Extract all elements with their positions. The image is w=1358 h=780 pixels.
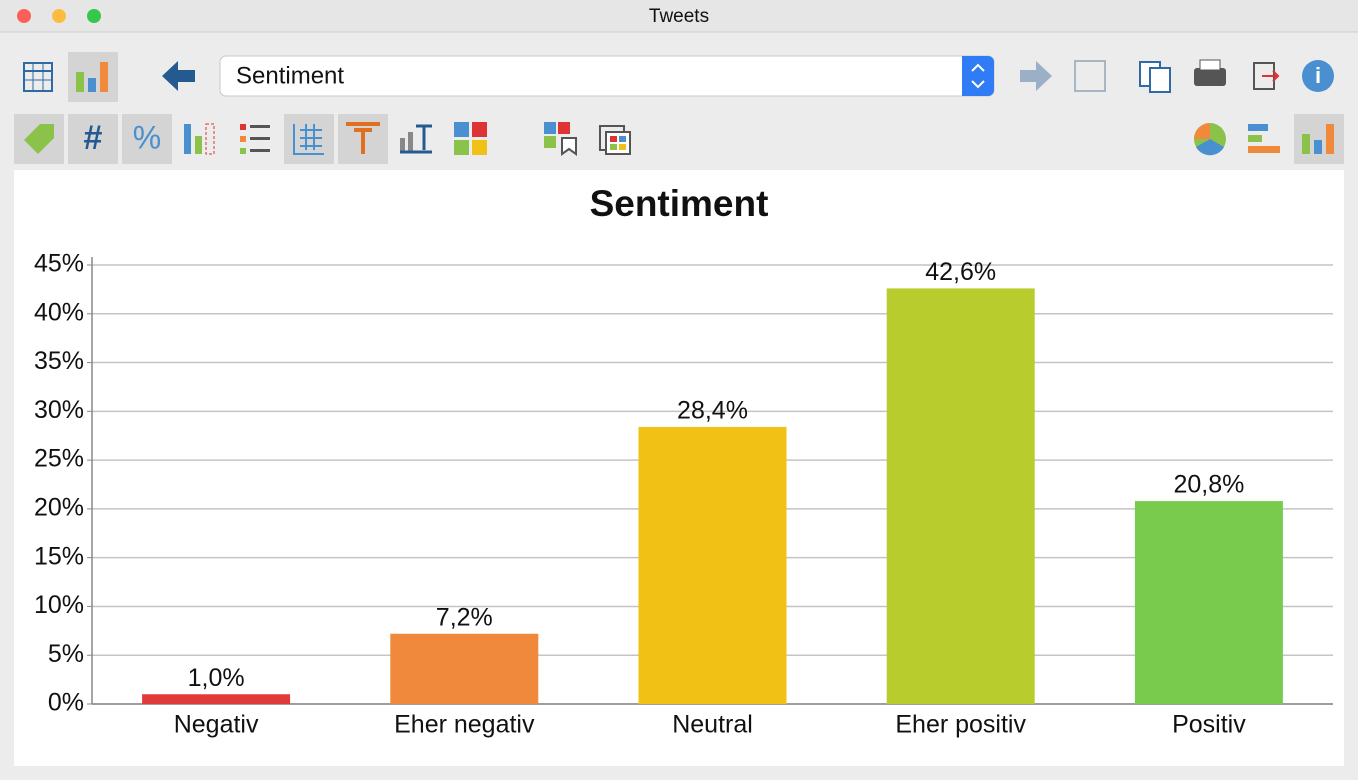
bar <box>142 694 291 704</box>
value-label: 20,8% <box>1173 471 1244 499</box>
print-button[interactable] <box>1194 68 1226 86</box>
bar <box>1134 501 1283 704</box>
chart-view-button[interactable] <box>68 52 118 102</box>
icon <box>1326 124 1334 154</box>
forward-button[interactable] <box>1020 61 1052 91</box>
minimize-button[interactable] <box>52 9 66 23</box>
dropdown-stepper[interactable] <box>962 56 994 96</box>
icon <box>1262 70 1280 82</box>
bar <box>638 426 787 704</box>
back-button[interactable] <box>162 61 195 91</box>
icon <box>100 62 108 92</box>
x-tick-label: Neutral <box>672 711 753 739</box>
x-tick-label: Eher positiv <box>895 711 1026 739</box>
icon <box>293 124 324 155</box>
table-view-button[interactable] <box>23 62 53 92</box>
pie-chart-button[interactable] <box>1194 123 1226 156</box>
window-button[interactable] <box>599 125 631 155</box>
y-tick-label: 25% <box>34 445 84 473</box>
value-label: 7,2% <box>436 603 493 631</box>
y-tick-label: 35% <box>34 347 84 375</box>
icon <box>346 122 380 154</box>
y-tick-label: 5% <box>48 640 84 668</box>
bar-labels-button[interactable] <box>184 123 215 155</box>
value-label: 1,0% <box>188 664 245 692</box>
x-tick-label: Negativ <box>174 711 259 739</box>
y-tick-label: 45% <box>34 250 84 278</box>
icon <box>76 72 84 92</box>
icon <box>971 63 985 89</box>
icon: i <box>1315 63 1321 88</box>
horizontal-bar-button[interactable] <box>1248 124 1280 153</box>
bar <box>886 288 1035 704</box>
icon <box>1199 59 1221 71</box>
bar-chart-button[interactable] <box>1294 114 1344 164</box>
icon <box>88 78 96 92</box>
bookmark-button[interactable] <box>544 122 577 156</box>
titlebar <box>0 0 1358 32</box>
bar <box>390 633 539 704</box>
window-title: Tweets <box>649 6 709 27</box>
counts-toggle[interactable] <box>68 114 118 164</box>
axis-title-button[interactable] <box>400 124 432 154</box>
y-tick-label: 10% <box>34 591 84 619</box>
legend-button[interactable] <box>240 124 270 154</box>
icon <box>24 124 54 154</box>
x-tick-label: Eher negativ <box>394 711 535 739</box>
chart-title: Sentiment <box>590 183 769 224</box>
y-tick-label: 20% <box>34 493 84 521</box>
y-tick-label: 30% <box>34 396 84 424</box>
y-tick-label: 40% <box>34 298 84 326</box>
selector-value: Sentiment <box>236 62 344 89</box>
x-tick-label: Positiv <box>1172 711 1246 739</box>
y-tick-label: 0% <box>48 689 84 717</box>
colors-button[interactable] <box>454 122 487 155</box>
plot: 0% 5% 10% 15% 20% 25% 30% 35% 40% 45% Negativ 1,0% E… <box>34 250 1333 739</box>
zoom-button[interactable] <box>87 9 101 23</box>
icon: % <box>133 119 161 155</box>
icon <box>1314 140 1322 154</box>
value-label: 28,4% <box>677 397 748 425</box>
icon <box>1302 134 1310 154</box>
close-button[interactable] <box>17 9 31 23</box>
percent-toggle[interactable] <box>122 114 172 164</box>
icon: # <box>84 119 103 157</box>
y-tick-label: 15% <box>34 542 84 570</box>
value-label: 42,6% <box>925 258 996 286</box>
icon <box>1149 67 1171 93</box>
filter-button[interactable] <box>1074 60 1106 92</box>
info-button[interactable] <box>1302 60 1334 92</box>
